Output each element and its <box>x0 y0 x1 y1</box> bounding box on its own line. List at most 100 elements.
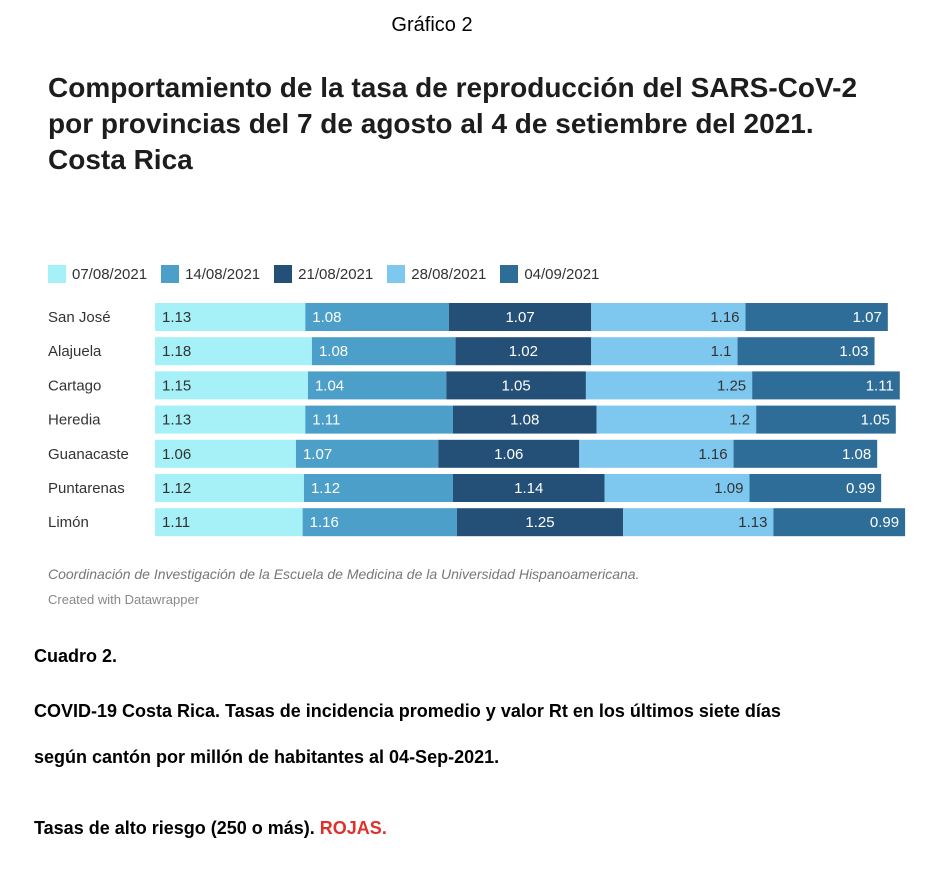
bar-segment <box>591 337 738 366</box>
bar-segment <box>155 439 296 468</box>
bar-row: Heredia 1.13 1.11 1.08 1.2 1.05 <box>48 405 896 434</box>
bar-segment <box>604 474 750 502</box>
data-label: 1.13 <box>162 412 191 429</box>
risk-note: Tasas de alto riesgo (250 o más). ROJAS. <box>34 818 387 839</box>
data-label: 1.05 <box>501 377 530 394</box>
chart-legend: 07/08/2021 14/08/2021 21/08/2021 28/08/2021… <box>48 262 613 286</box>
data-label: 1.13 <box>738 514 767 531</box>
data-label: 1.11 <box>866 377 894 394</box>
chart-title-line-2: por provincias del 7 de agosto al 4 de s… <box>48 108 814 139</box>
legend-swatch <box>48 265 66 283</box>
data-label: 1.03 <box>839 343 868 360</box>
legend-label: 21/08/2021 <box>298 265 374 283</box>
category-label: Alajuela <box>48 343 102 360</box>
data-label: 0.99 <box>846 480 875 497</box>
bar-segment <box>452 474 605 502</box>
data-label: 1.25 <box>525 514 554 531</box>
bar-segment <box>295 439 439 468</box>
bar-segment <box>452 405 597 434</box>
legend-swatch <box>500 265 519 283</box>
category-label: San José <box>48 309 111 326</box>
data-label: 1.02 <box>509 343 538 360</box>
legend-item-3: 21/08/2021 <box>274 265 373 283</box>
legend-swatch <box>161 265 180 283</box>
bar-segment <box>623 508 774 537</box>
bar-segment <box>155 405 306 434</box>
legend-item-2: 14/08/2021 <box>161 265 260 283</box>
bar-segment <box>446 371 586 400</box>
bar-segment <box>773 508 906 537</box>
data-label: 1.16 <box>710 309 739 326</box>
data-label: 1.16 <box>698 446 727 463</box>
bar-segment <box>749 474 882 502</box>
bar-row: Alajuela 1.18 1.08 1.02 1.1 1.03 <box>48 337 875 366</box>
data-label: 1.11 <box>162 514 190 531</box>
legend-label: 04/09/2021 <box>524 265 600 283</box>
risk-note-highlight: ROJAS. <box>319 818 387 838</box>
data-label: 1.09 <box>714 480 743 497</box>
data-label: 0.99 <box>870 514 899 531</box>
bar-segment <box>155 371 308 400</box>
data-label: 1.11 <box>312 412 340 429</box>
table-description-line-1: COVID-19 Costa Rica. Tasas de incidencia… <box>34 701 781 721</box>
legend-label: 28/08/2021 <box>411 265 487 283</box>
data-label: 1.13 <box>162 309 191 326</box>
bar-segment <box>438 439 580 468</box>
bar-segment <box>737 337 875 366</box>
bar-segment <box>155 474 304 502</box>
category-label: Cartago <box>48 377 101 394</box>
data-label: 1.25 <box>717 377 746 394</box>
bar-segment <box>305 303 449 331</box>
data-label: 1.07 <box>303 446 332 463</box>
data-label: 1.06 <box>162 446 191 463</box>
risk-note-text: Tasas de alto riesgo (250 o más). <box>34 818 315 838</box>
bar-segment <box>307 371 447 400</box>
chart-title-line-3: Costa Rica <box>48 144 193 175</box>
table-description-line-2: según cantón por millón de habitantes al… <box>34 747 500 767</box>
data-label: 1.1 <box>711 343 732 360</box>
bar-segment <box>591 303 746 331</box>
category-label: Puntarenas <box>48 480 125 497</box>
data-label: 1.08 <box>510 412 539 429</box>
category-label: Guanacaste <box>48 446 129 463</box>
data-label: 1.14 <box>514 480 543 497</box>
category-label: Heredia <box>48 412 101 429</box>
chart-title: Comportamiento de la tasa de reproducció… <box>48 70 928 178</box>
bar-row: Puntarenas 1.12 1.12 1.14 1.09 0.99 <box>48 474 882 502</box>
data-label: 1.06 <box>494 446 523 463</box>
category-label: Limón <box>48 514 89 531</box>
legend-swatch <box>274 265 293 283</box>
chart-source: Coordinación de Investigación de la Escu… <box>48 566 640 582</box>
data-label: 1.08 <box>319 343 348 360</box>
data-label: 1.05 <box>861 412 890 429</box>
bar-segment <box>311 337 456 366</box>
bar-row: Limón 1.11 1.16 1.25 1.13 0.99 <box>48 508 906 537</box>
bar-segment <box>733 439 878 468</box>
data-label: 1.08 <box>312 309 341 326</box>
table-description: COVID-19 Costa Rica. Tasas de incidencia… <box>34 688 934 780</box>
chart-title-line-1: Comportamiento de la tasa de reproducció… <box>48 72 858 103</box>
bar-segment <box>303 474 453 502</box>
data-label: 1.2 <box>729 412 750 429</box>
bar-segment <box>752 371 900 400</box>
legend-item-5: 04/09/2021 <box>500 265 599 283</box>
legend-item-4: 28/08/2021 <box>387 265 486 283</box>
data-label: 1.18 <box>162 343 191 360</box>
bar-segment <box>155 303 306 331</box>
chart-credit: Created with Datawrapper <box>48 592 200 607</box>
data-label: 1.07 <box>853 309 882 326</box>
data-label: 1.04 <box>315 377 344 394</box>
bar-segment <box>155 508 303 537</box>
bar-segment <box>305 405 453 434</box>
bar-row: Guanacaste 1.06 1.07 1.06 1.16 1.08 <box>48 439 878 468</box>
bar-segment <box>745 303 888 331</box>
bar-segment <box>448 303 592 331</box>
figure-label: Gráfico 2 <box>391 14 473 36</box>
bar-segment <box>155 337 312 366</box>
stacked-bar-chart: San José 1.13 1.08 1.07 1.16 1.07 Alajuela 1.18… <box>48 303 906 537</box>
legend-label: 14/08/2021 <box>185 265 261 283</box>
bar-segment <box>596 405 757 434</box>
data-label: 1.07 <box>505 309 534 326</box>
data-label: 1.08 <box>842 446 871 463</box>
data-label: 1.12 <box>162 480 191 497</box>
